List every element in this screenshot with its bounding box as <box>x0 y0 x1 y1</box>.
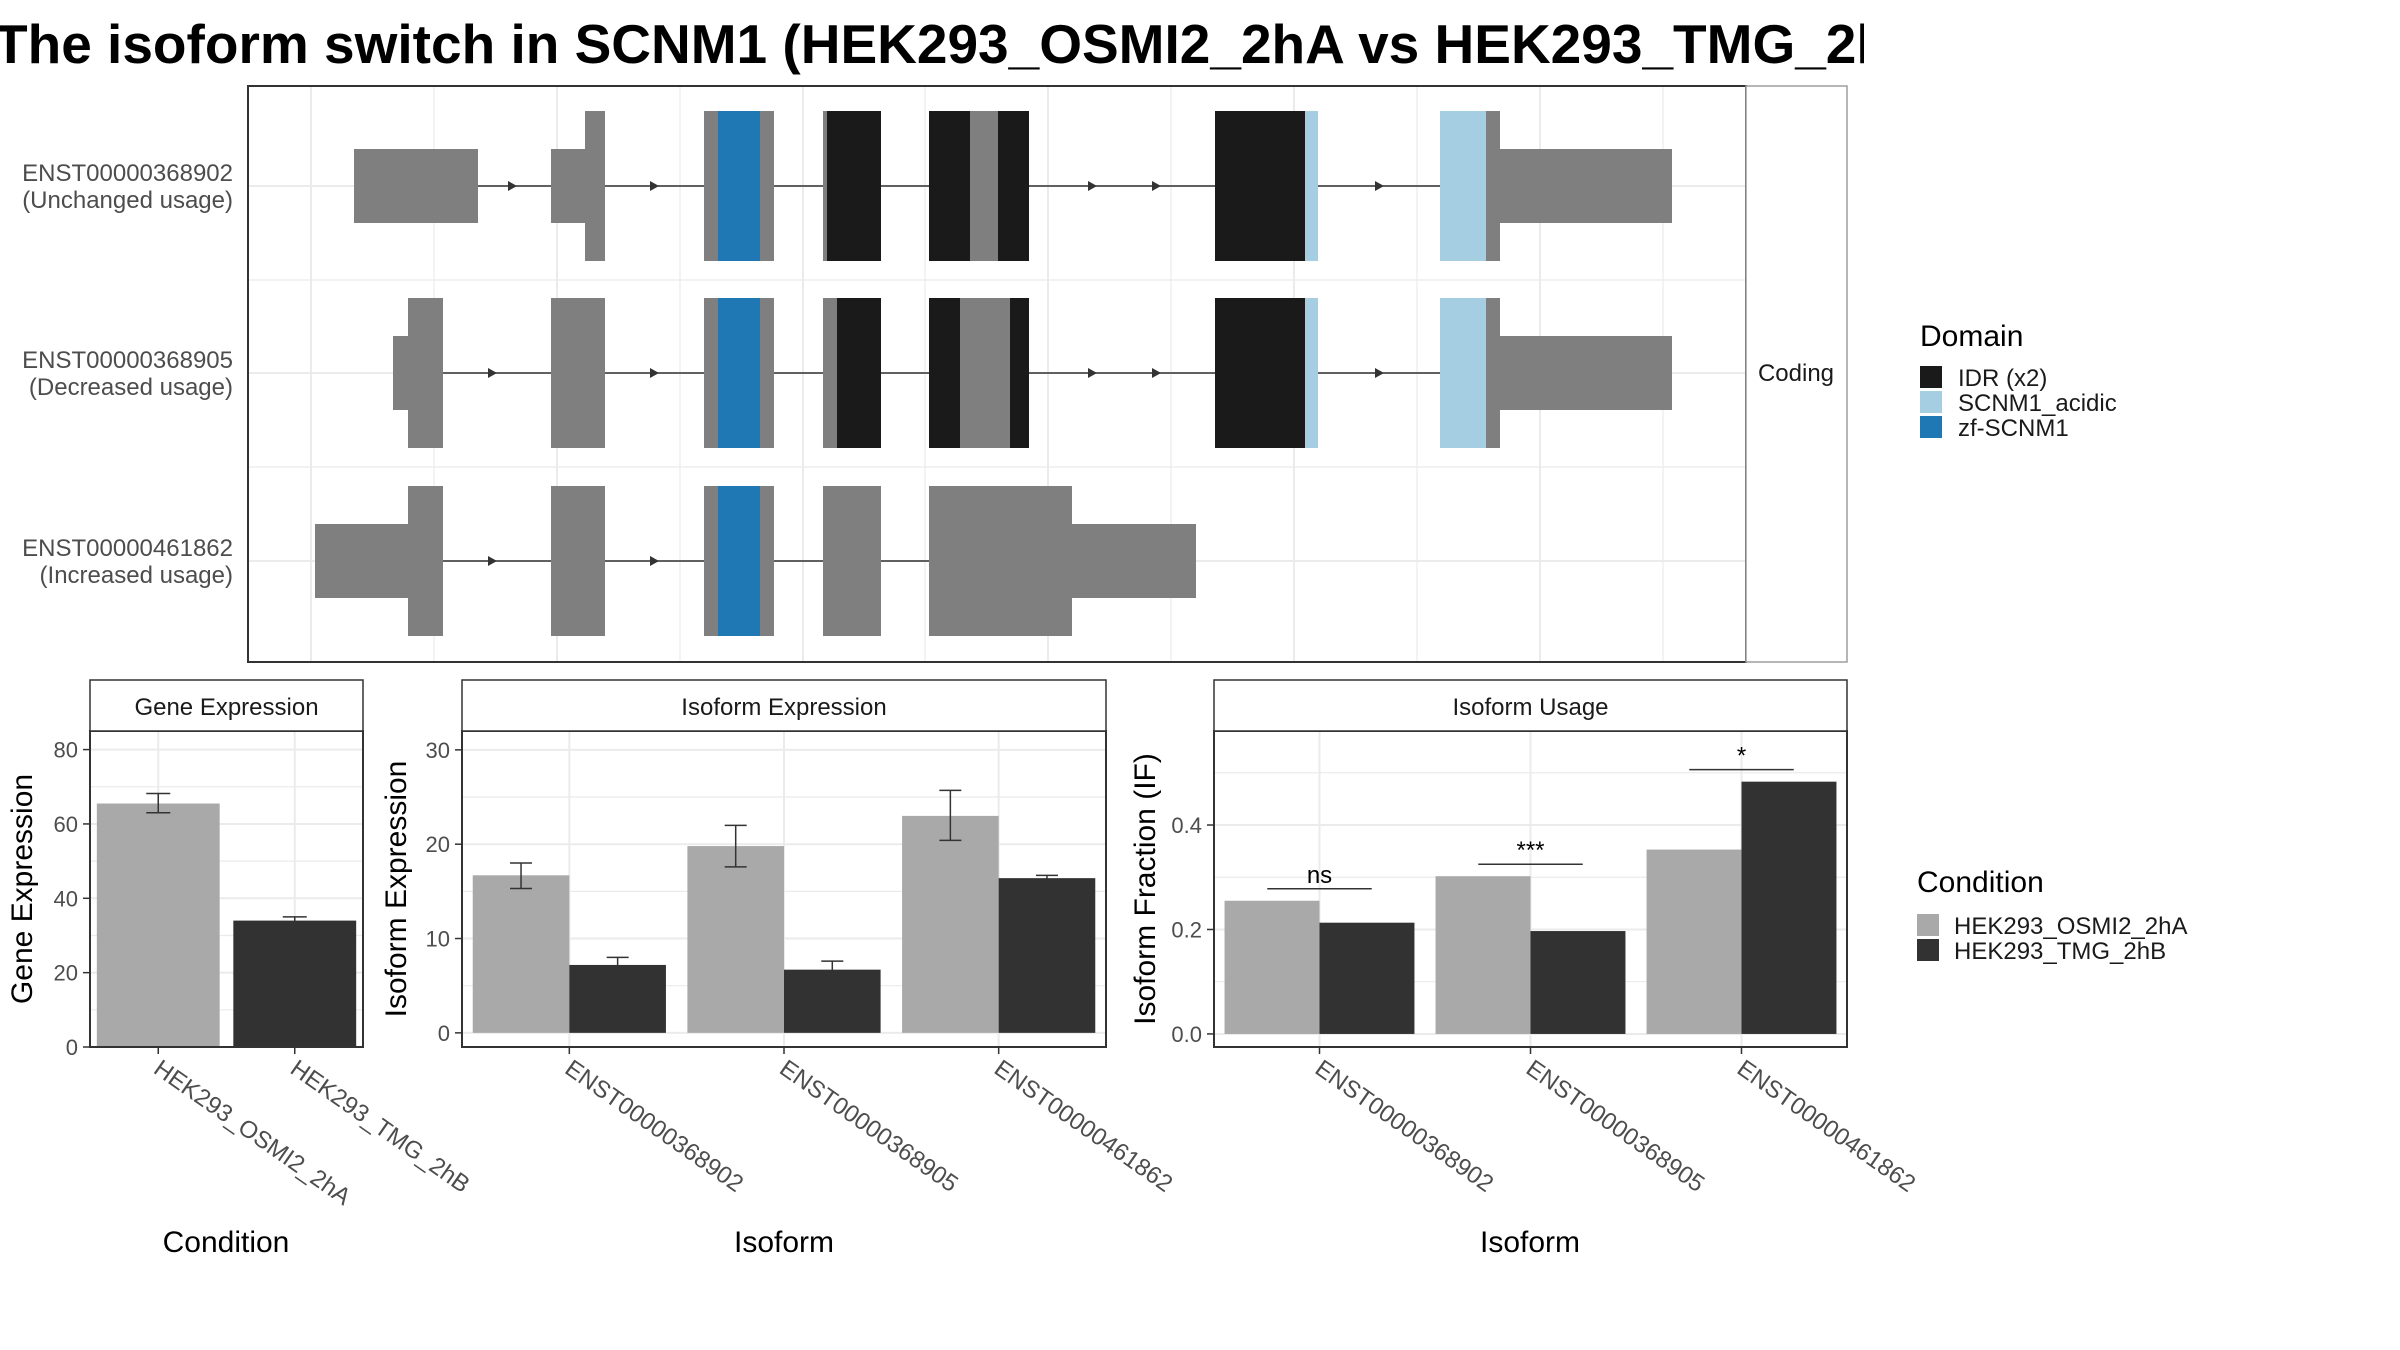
transcript-2-usage: (Decreased usage) <box>29 374 233 401</box>
idr-domain <box>827 111 881 261</box>
x-tick-label: ENST00000368902 <box>1310 1055 1498 1198</box>
figure-title: The isoform switch in SCNM1 (HEK293_OSMI… <box>0 13 1864 75</box>
bar <box>687 846 784 1033</box>
bar <box>902 815 999 1033</box>
bar <box>784 969 881 1033</box>
legend-label-zf-scnm1: zf-SCNM1 <box>1958 415 2069 442</box>
zf-scnm1-domain <box>718 298 760 448</box>
y-tick-label: 0.0 <box>1171 1022 1202 1047</box>
bar <box>998 878 1096 1033</box>
panel-title: Isoform Usage <box>1452 694 1608 721</box>
transcript-structure-panel: Coding ENST00000368902 (Unchanged usage)… <box>22 85 1848 663</box>
bar <box>1530 931 1626 1034</box>
condition-legend: Condition HEK293_OSMI2_2hA HEK293_TMG_2h… <box>1917 866 2187 965</box>
isoform-usage-panel: ns****Isoform Usage0.00.20.4ENST00000368… <box>1129 679 1920 1259</box>
idr-domain <box>1215 298 1318 448</box>
bar <box>233 920 357 1047</box>
y-tick-label: 20 <box>426 832 450 857</box>
bar <box>1435 876 1531 1034</box>
y-axis-title: Isoform Fraction (IF) <box>1129 753 1162 1025</box>
legend-label-tmg: HEK293_TMG_2hB <box>1954 938 2166 965</box>
y-tick-label: 10 <box>426 927 450 952</box>
y-tick-label: 30 <box>426 738 450 763</box>
legend-swatch-scnm1-acidic <box>1920 391 1942 413</box>
zf-scnm1-domain <box>718 111 760 261</box>
zf-scnm1-domain <box>718 486 760 636</box>
y-tick-label: 40 <box>54 886 78 911</box>
bar <box>1741 781 1837 1034</box>
x-tick-label: ENST00000461862 <box>989 1055 1177 1198</box>
legend-label-osmi2: HEK293_OSMI2_2hA <box>1954 913 2187 940</box>
panel-strip <box>461 679 1107 732</box>
y-tick-label: 0 <box>66 1035 78 1060</box>
significance-label: * <box>1737 743 1746 770</box>
transcript-1-id: ENST00000368902 <box>22 160 233 187</box>
panel-strip <box>89 679 364 732</box>
legend-swatch-idr <box>1920 366 1942 388</box>
y-tick-label: 20 <box>54 961 78 986</box>
y-tick-label: 80 <box>54 738 78 763</box>
x-axis-title: Condition <box>163 1226 290 1259</box>
y-axis-title: Isoform Expression <box>380 761 413 1018</box>
coding-facet-strip <box>1745 85 1848 663</box>
significance-label: *** <box>1516 837 1544 864</box>
y-axis-title: Gene Expression <box>6 774 39 1004</box>
x-tick-label: ENST00000368902 <box>560 1055 748 1198</box>
isoform-expression-panel: Isoform Expression 0 10 20 30 ENST00000368902… <box>380 679 1177 1259</box>
bar <box>96 803 220 1047</box>
legend-swatch-tmg <box>1917 939 1939 961</box>
y-tick-label: 60 <box>54 812 78 837</box>
panel-title: Gene Expression <box>134 694 318 721</box>
panel-title: Isoform Expression <box>681 694 886 721</box>
y-tick-label: 0.2 <box>1171 917 1202 942</box>
idr-domain <box>837 298 881 448</box>
bar <box>1319 922 1415 1034</box>
scnm1-acidic-domain <box>1440 111 1486 261</box>
domain-legend-title: Domain <box>1920 320 2023 353</box>
legend-label-idr: IDR (x2) <box>1958 365 2047 392</box>
scnm1-acidic-domain <box>1440 298 1486 448</box>
bar <box>472 875 570 1033</box>
bar-chart-panels: Gene Expression020406080HEK293_OSMI2_2hA… <box>6 679 1920 1259</box>
coding-facet-label: Coding <box>1758 360 1834 387</box>
x-tick-label: ENST00000368905 <box>775 1055 963 1198</box>
condition-legend-title: Condition <box>1917 866 2044 899</box>
domain-legend: Domain IDR (x2) SCNM1_acidic zf-SCNM1 <box>1920 320 2117 442</box>
x-tick-label: ENST00000368905 <box>1521 1055 1709 1198</box>
transcript-structure-enst00000461862 <box>315 486 1196 636</box>
significance-label: ns <box>1307 862 1332 889</box>
bar <box>569 964 666 1033</box>
legend-swatch-zf-scnm1 <box>1920 416 1942 438</box>
x-axis-title: Isoform <box>1480 1226 1580 1259</box>
bar <box>1224 900 1320 1034</box>
transcript-structure-enst00000368902 <box>354 111 1672 261</box>
transcript-2-id: ENST00000368905 <box>22 347 233 374</box>
scnm1-acidic-domain <box>1305 111 1318 261</box>
y-tick-label: 0 <box>438 1021 450 1046</box>
x-tick-label: ENST00000461862 <box>1732 1055 1920 1198</box>
transcript-3-usage: (Increased usage) <box>40 562 233 589</box>
y-tick-label: 0.4 <box>1171 813 1202 838</box>
panel-strip <box>1213 679 1848 732</box>
bar <box>1646 849 1742 1034</box>
idr-domain <box>1215 111 1318 261</box>
transcript-1-usage: (Unchanged usage) <box>22 187 233 214</box>
x-axis-title: Isoform <box>734 1226 834 1259</box>
legend-label-scnm1-acidic: SCNM1_acidic <box>1958 390 2117 417</box>
transcript-structure-enst00000368905 <box>393 298 1672 448</box>
legend-swatch-osmi2 <box>1917 914 1939 936</box>
transcript-3-id: ENST00000461862 <box>22 535 233 562</box>
scnm1-acidic-domain <box>1305 298 1318 448</box>
